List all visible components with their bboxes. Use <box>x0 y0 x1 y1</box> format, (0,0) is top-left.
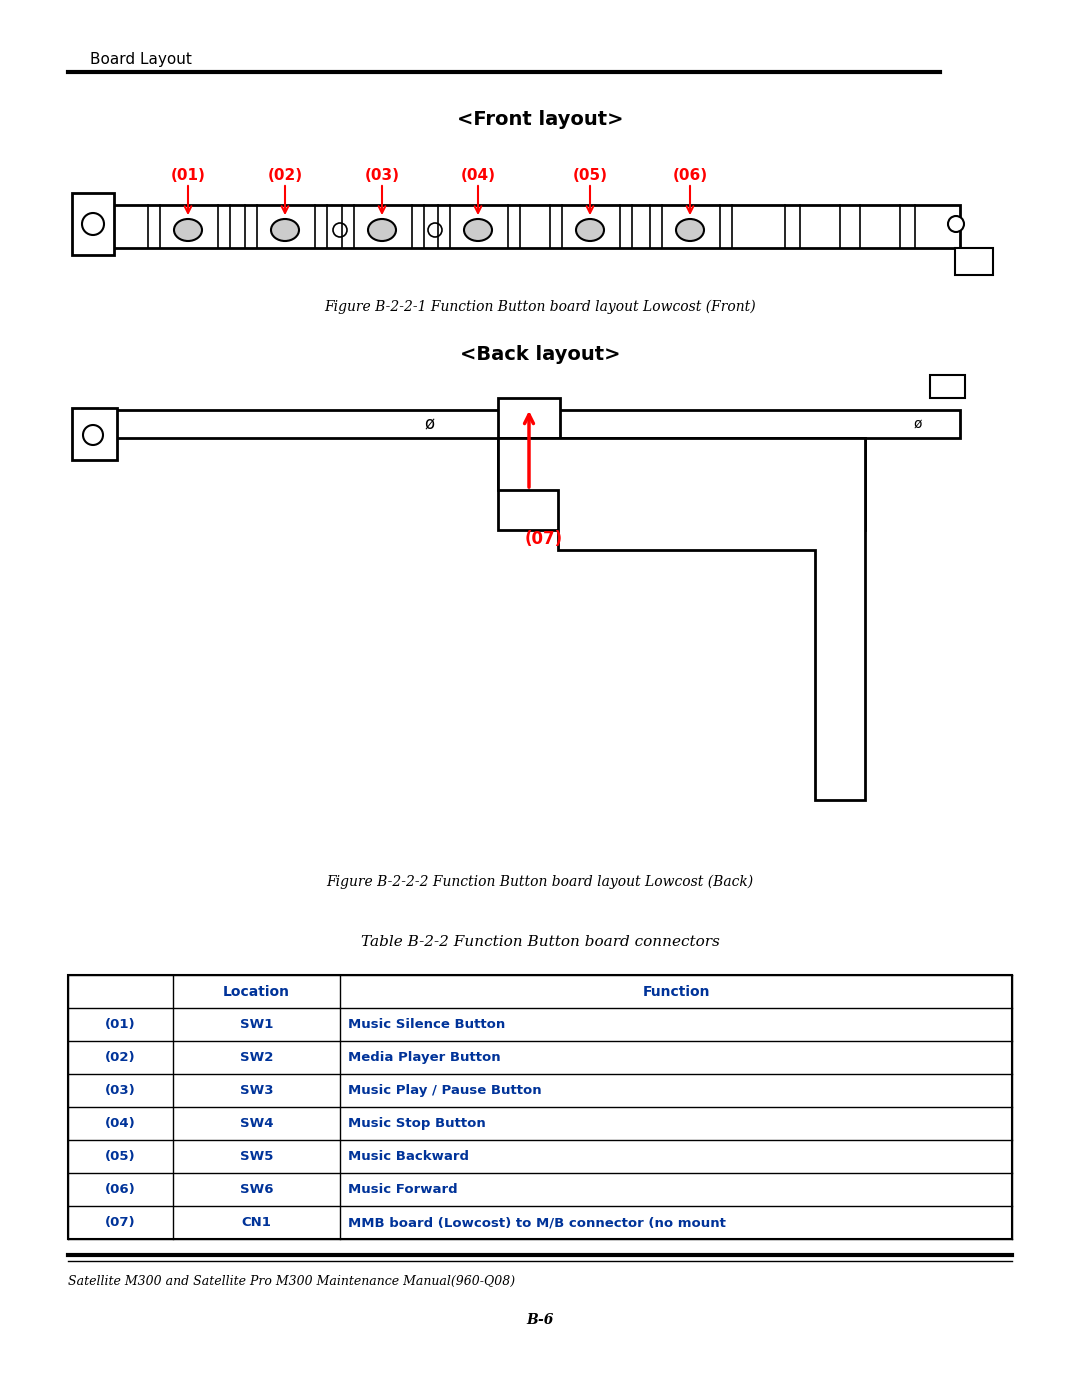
Ellipse shape <box>464 219 492 242</box>
Ellipse shape <box>271 219 299 242</box>
Text: SW5: SW5 <box>240 1150 273 1162</box>
Text: (07): (07) <box>105 1215 136 1229</box>
Text: <Back layout>: <Back layout> <box>460 345 620 365</box>
Text: Figure B-2-2-1 Function Button board layout Lowcost (Front): Figure B-2-2-1 Function Button board lay… <box>324 300 756 314</box>
Text: Satellite M300 and Satellite Pro M300 Maintenance Manual(960-Q08): Satellite M300 and Satellite Pro M300 Ma… <box>68 1275 515 1288</box>
Bar <box>72 193 114 256</box>
Text: (07): (07) <box>525 529 563 548</box>
Text: SW2: SW2 <box>240 1051 273 1065</box>
Text: Music Backward: Music Backward <box>348 1150 469 1162</box>
Ellipse shape <box>174 219 202 242</box>
Bar <box>110 205 960 249</box>
Bar <box>110 409 960 439</box>
Text: B-6: B-6 <box>526 1313 554 1327</box>
Text: SW3: SW3 <box>240 1084 273 1097</box>
Text: (05): (05) <box>572 168 607 183</box>
Ellipse shape <box>368 219 396 242</box>
Text: SW4: SW4 <box>240 1118 273 1130</box>
Text: ø: ø <box>424 415 435 433</box>
Text: Board Layout: Board Layout <box>90 52 192 67</box>
Bar <box>72 408 117 460</box>
Text: Music Silence Button: Music Silence Button <box>348 1018 505 1031</box>
Text: <Front layout>: <Front layout> <box>457 110 623 129</box>
Bar <box>955 249 993 275</box>
Text: MMB board (Lowcost) to M/B connector (no mount: MMB board (Lowcost) to M/B connector (no… <box>348 1215 726 1229</box>
Ellipse shape <box>576 219 604 242</box>
Bar <box>68 975 1012 1239</box>
Text: Music Play / Pause Button: Music Play / Pause Button <box>348 1084 542 1097</box>
Text: (03): (03) <box>365 168 400 183</box>
Text: Function: Function <box>643 985 710 999</box>
Polygon shape <box>498 439 865 800</box>
Text: (01): (01) <box>171 168 205 183</box>
Circle shape <box>82 212 104 235</box>
Bar <box>498 439 865 529</box>
Ellipse shape <box>676 219 704 242</box>
Text: SW1: SW1 <box>240 1018 273 1031</box>
Text: Music Stop Button: Music Stop Button <box>348 1118 486 1130</box>
Text: (02): (02) <box>268 168 302 183</box>
Text: SW6: SW6 <box>240 1183 273 1196</box>
Text: (01): (01) <box>105 1018 136 1031</box>
Text: (04): (04) <box>105 1118 136 1130</box>
Circle shape <box>333 224 347 237</box>
Text: Table B-2-2 Function Button board connectors: Table B-2-2 Function Button board connec… <box>361 935 719 949</box>
Circle shape <box>428 224 442 237</box>
Text: (06): (06) <box>673 168 707 183</box>
Text: (05): (05) <box>105 1150 136 1162</box>
Text: ø: ø <box>914 416 922 432</box>
Text: (03): (03) <box>105 1084 136 1097</box>
Circle shape <box>948 217 964 232</box>
Bar <box>498 398 561 439</box>
Text: CN1: CN1 <box>242 1215 271 1229</box>
Bar <box>930 374 966 398</box>
Text: Music Forward: Music Forward <box>348 1183 458 1196</box>
Circle shape <box>83 425 103 446</box>
Text: Media Player Button: Media Player Button <box>348 1051 501 1065</box>
Text: (06): (06) <box>105 1183 136 1196</box>
Text: (04): (04) <box>460 168 496 183</box>
Text: Figure B-2-2-2 Function Button board layout Lowcost (Back): Figure B-2-2-2 Function Button board lay… <box>326 875 754 890</box>
Text: (02): (02) <box>105 1051 136 1065</box>
Text: Location: Location <box>222 985 291 999</box>
